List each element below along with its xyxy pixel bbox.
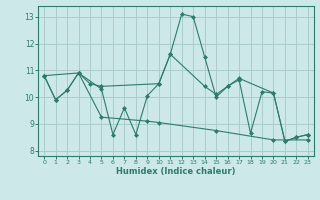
X-axis label: Humidex (Indice chaleur): Humidex (Indice chaleur) <box>116 167 236 176</box>
